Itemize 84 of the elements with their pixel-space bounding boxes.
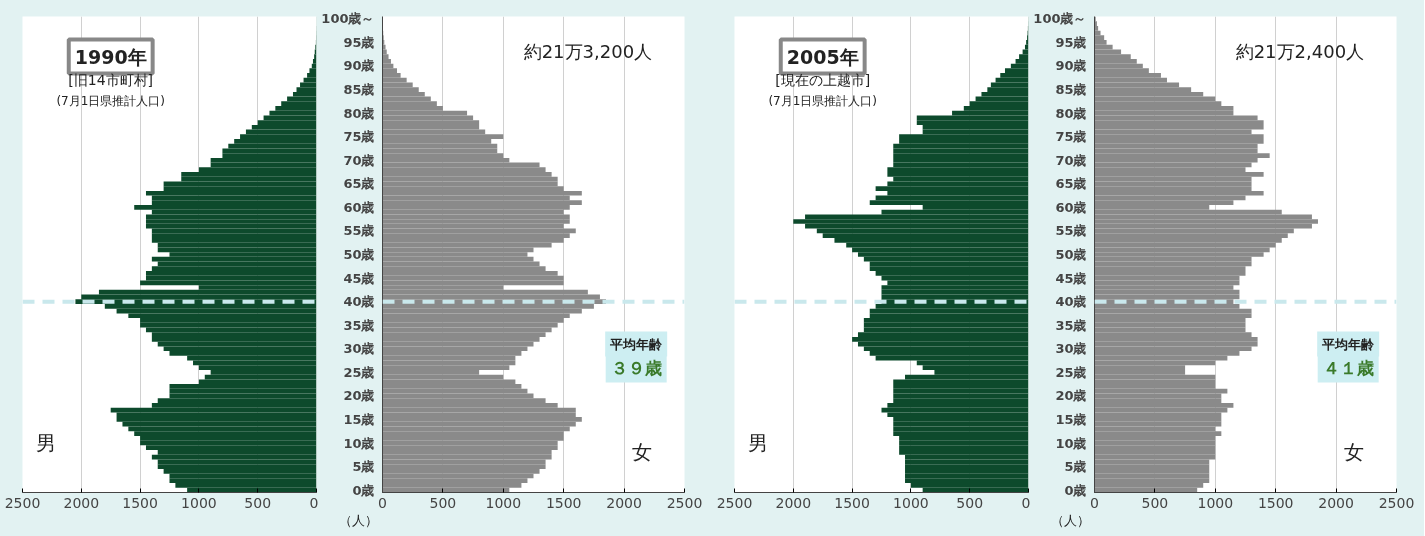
y-tick-label: 30歳 <box>1055 341 1087 357</box>
annotation: 女 <box>632 440 653 465</box>
x-tick-label: 2000 <box>63 494 100 511</box>
y-tick-label: 95歳 <box>343 34 375 50</box>
text: [現在の上越市] <box>775 72 871 89</box>
x-tick-label: 2500 <box>716 494 753 511</box>
annotation: 約21万2,400人 <box>1235 41 1365 63</box>
y-tick-label: 40歳 <box>1055 294 1087 310</box>
y-tick-label: 70歳 <box>1055 152 1087 168</box>
x-tick-label: 2500 <box>666 494 703 511</box>
y-tick-label: 75歳 <box>343 129 375 145</box>
y-tick-label: 85歳 <box>343 82 375 98</box>
y-tick-label: 80歳 <box>1055 105 1087 121</box>
x-tick-label: 2000 <box>775 494 812 511</box>
x-tick-label: 1000 <box>181 494 217 511</box>
y-tick-label: 80歳 <box>343 105 375 121</box>
annotation: 平均年齢 <box>1321 336 1376 352</box>
annotation: 男 <box>748 431 769 456</box>
y-tick-label: 15歳 <box>343 411 375 427</box>
text: 2005年 <box>786 45 859 68</box>
annotation: ４１歳 <box>1322 357 1374 378</box>
x-tick-label: 1500 <box>1257 494 1294 511</box>
y-tick-label: 20歳 <box>343 388 375 404</box>
y-tick-label: 25歳 <box>343 364 375 380</box>
y-tick-label: 35歳 <box>343 317 375 333</box>
x-tick-label: 500 <box>244 494 272 511</box>
text: （人） <box>1050 512 1090 528</box>
x-tick-label: 0 <box>309 494 319 511</box>
y-tick-label: 10歳 <box>1055 435 1087 451</box>
y-tick-label: 60歳 <box>343 199 375 215</box>
y-tick-label: 45歳 <box>1055 270 1087 286</box>
y-tick-label: 5歳 <box>352 459 375 475</box>
x-tick-label: 1000 <box>485 494 522 511</box>
y-tick-label: 65歳 <box>1055 176 1087 192</box>
x-tick-label: 2000 <box>606 494 642 511</box>
annotation: 女 <box>1344 440 1365 465</box>
y-tick-label: 60歳 <box>1055 199 1087 215</box>
annotation: (7月1日県推計人口) <box>768 94 878 109</box>
annotation: 平均年齢 <box>609 336 664 352</box>
y-tick-label: 40歳 <box>343 294 375 310</box>
x-tick-label: 0 <box>1090 494 1099 511</box>
text: [旧14市町村] <box>68 72 154 89</box>
y-tick-label: 50歳 <box>1055 247 1087 262</box>
y-tick-label: 55歳 <box>1055 223 1087 239</box>
y-tick-label: 45歳 <box>343 270 375 286</box>
y-tick-label: 70歳 <box>343 152 375 168</box>
y-tick-label: 100歳～ <box>1033 11 1087 27</box>
y-tick-label: 55歳 <box>343 223 375 239</box>
x-tick-label: 0 <box>378 494 387 511</box>
y-tick-label: 65歳 <box>343 176 375 192</box>
y-tick-label: 50歳 <box>343 247 375 262</box>
x-tick-label: 0 <box>1021 494 1031 511</box>
x-tick-label: 2000 <box>1318 494 1354 511</box>
text: （人） <box>338 512 378 528</box>
annotation: ３９歳 <box>610 357 662 378</box>
y-tick-label: 95歳 <box>1055 34 1087 50</box>
annotation: 男 <box>36 431 57 456</box>
y-tick-label: 5歳 <box>1064 459 1087 475</box>
y-tick-label: 75歳 <box>1055 129 1087 145</box>
y-tick-label: 10歳 <box>343 435 375 451</box>
x-tick-label: 500 <box>1141 494 1169 511</box>
y-tick-label: 25歳 <box>1055 364 1087 380</box>
x-tick-label: 2500 <box>1378 494 1415 511</box>
text: 1990年 <box>74 45 147 68</box>
x-tick-label: 1000 <box>1197 494 1234 511</box>
y-tick-label: 30歳 <box>343 341 375 357</box>
x-tick-label: 500 <box>429 494 457 511</box>
x-tick-label: 1500 <box>545 494 582 511</box>
y-tick-label: 90歳 <box>1055 58 1087 74</box>
x-tick-label: 500 <box>956 494 984 511</box>
y-tick-label: 35歳 <box>1055 317 1087 333</box>
y-tick-label: 85歳 <box>1055 82 1087 98</box>
y-tick-label: 15歳 <box>1055 411 1087 427</box>
annotation: (7月1日県推計人口) <box>56 94 166 109</box>
y-tick-label: 0歳 <box>352 482 375 498</box>
y-tick-label: 0歳 <box>1064 482 1087 498</box>
y-tick-label: 20歳 <box>1055 388 1087 404</box>
x-tick-label: 1000 <box>893 494 929 511</box>
x-tick-label: 1500 <box>122 494 158 511</box>
y-tick-label: 100歳～ <box>321 11 375 27</box>
x-tick-label: 2500 <box>4 494 41 511</box>
y-tick-label: 90歳 <box>343 58 375 74</box>
x-tick-label: 1500 <box>834 494 870 511</box>
annotation: 約21万3,200人 <box>523 41 653 63</box>
